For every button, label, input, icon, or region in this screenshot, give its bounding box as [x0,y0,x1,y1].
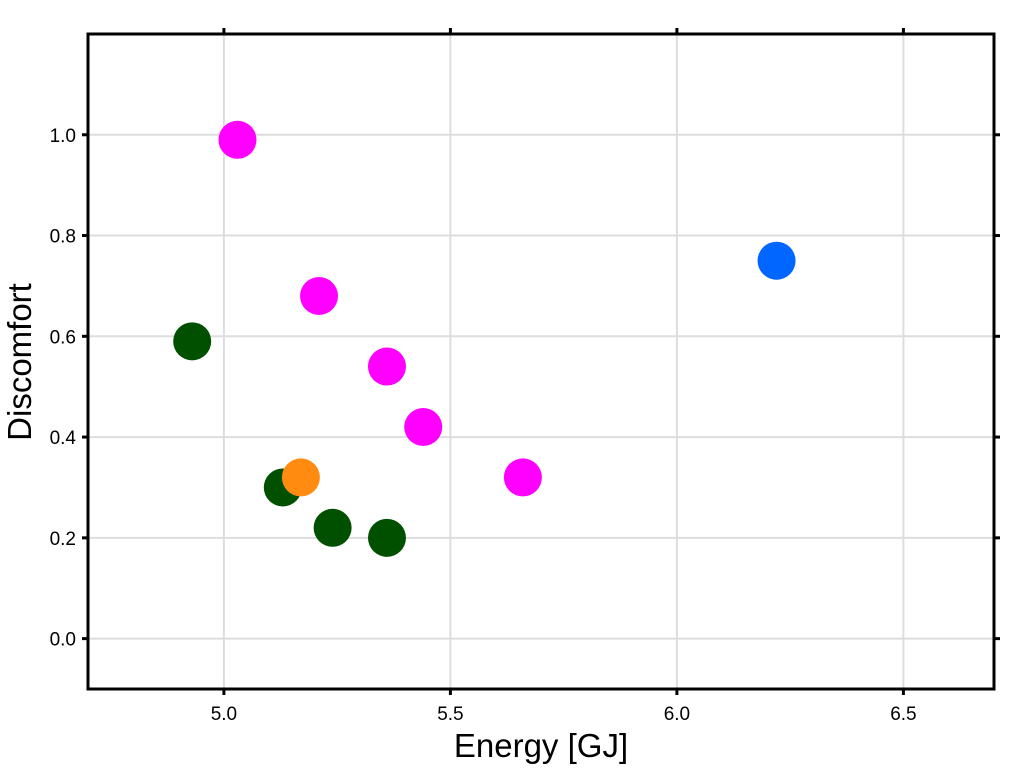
data-points [173,120,796,557]
y-tick-label: 0.2 [50,529,76,550]
y-axis-title: Discomfort [1,283,38,441]
y-tick-label: 0.4 [50,428,77,449]
tick-labels: 5.0 5.5 6.0 6.5 0.0 0.2 0.4 0.6 0.8 1.0 [50,126,917,725]
x-tick-label: 5.0 [211,704,237,725]
scatter-point [367,347,406,386]
scatter-point [313,508,352,547]
scatter-point [757,241,796,280]
scatter-point [218,120,257,159]
x-tick-label: 6.5 [890,704,916,725]
scatter-point [367,518,406,557]
scatter-point [300,277,339,315]
plot-frame [86,32,996,691]
x-axis-title: Energy [GJ] [454,727,628,764]
x-tick-label: 6.0 [664,704,690,725]
y-tick-label: 0.0 [50,630,76,651]
scatter-point [503,458,542,497]
scatter-point [173,322,212,361]
y-tick-label: 0.6 [50,327,76,348]
axis-ticks [82,28,1000,695]
scatter-point [281,458,320,497]
y-tick-label: 0.8 [50,227,76,248]
x-tick-label: 5.5 [437,704,463,725]
y-tick-label: 1.0 [50,126,76,147]
scatter-point [404,408,443,446]
grid-lines [88,34,994,689]
